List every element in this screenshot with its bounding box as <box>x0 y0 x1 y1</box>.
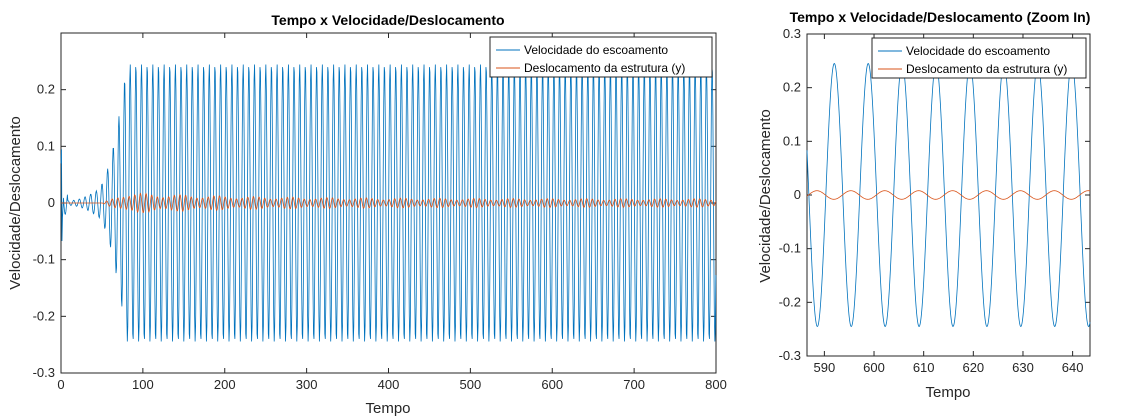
chart1-ytick-label: -0.3 <box>33 365 55 380</box>
chart2-xtick-label: 630 <box>1012 360 1034 375</box>
chart1-xtick-label: 200 <box>214 377 236 392</box>
chart2-title: Tempo x Velocidade/Deslocamento (Zoom In… <box>790 9 1091 25</box>
chart2-ytick-label: -0.2 <box>779 294 801 309</box>
chart1-xtick-label: 800 <box>705 377 727 392</box>
chart1-xtick-label: 100 <box>132 377 154 392</box>
chart1-ytick-label: -0.1 <box>33 252 55 267</box>
chart2-xtick-label: 620 <box>962 360 984 375</box>
chart2-plot-area: 590 600 610 620 630 640 -0.3 -0.2 -0.1 0 0.1 0.2 0.3… <box>779 26 1091 375</box>
chart1-title: Tempo x Velocidade/Deslocamento <box>271 12 504 28</box>
chart1-xtick-label: 700 <box>623 377 645 392</box>
chart2-legend-label: Velocidade do escoamento <box>906 44 1050 58</box>
chart2-xtick-label: 590 <box>814 360 836 375</box>
chart1-xtick-label: 500 <box>460 377 482 392</box>
chart1-ytick-label: 0 <box>48 195 55 210</box>
chart1-ytick-label: 0.2 <box>37 82 55 97</box>
chart2-ytick-label: -0.1 <box>779 241 801 256</box>
chart1-legend-label: Deslocamento da estrutura (y) <box>524 61 685 75</box>
chart1-xtick-label: 300 <box>296 377 318 392</box>
chart1-series-deslocamento <box>61 192 717 214</box>
chart1-xtick-label: 0 <box>57 377 64 392</box>
chart2-xlabel: Tempo <box>925 384 970 401</box>
chart2-series-deslocamento <box>806 190 1091 200</box>
chart1-ytick-label: 0.1 <box>37 138 55 153</box>
chart2-ylabel: Velocidade/Deslocamento <box>757 109 774 282</box>
chart1-ylabel: Velocidade/Deslocamento <box>7 116 24 289</box>
chart1-xlabel: Tempo <box>365 400 410 417</box>
chart2-legend <box>871 37 1087 79</box>
chart2-legend-label: Deslocamento da estrutura (y) <box>906 62 1067 76</box>
chart2-xtick-label: 600 <box>863 360 885 375</box>
chart2-axes-box <box>806 33 1091 357</box>
chart2-ytick-label: 0.3 <box>783 26 801 41</box>
chart1-plot-area: 0 100 200 300 400 500 600 700 800 -0.3 -0.2 -0.1 0 0.… <box>33 32 727 392</box>
chart1-xtick-label: 600 <box>541 377 563 392</box>
chart2-ytick-label: 0.2 <box>783 80 801 95</box>
chart1-legend-label: Velocidade do escoamento <box>524 43 668 57</box>
chart1-ytick-label: -0.2 <box>33 308 55 323</box>
chart2-series-velocidade <box>806 63 1091 327</box>
chart2-ytick-label: 0 <box>794 187 801 202</box>
chart1-xtick-label: 400 <box>378 377 400 392</box>
chart2-xtick-label: 610 <box>913 360 935 375</box>
chart2-ytick-label: 0.1 <box>783 133 801 148</box>
chart1-series-velocidade <box>60 64 717 342</box>
chart2-xtick-label: 640 <box>1062 360 1084 375</box>
chart1-legend <box>489 36 713 78</box>
chart2-ytick-label: -0.3 <box>779 348 801 363</box>
